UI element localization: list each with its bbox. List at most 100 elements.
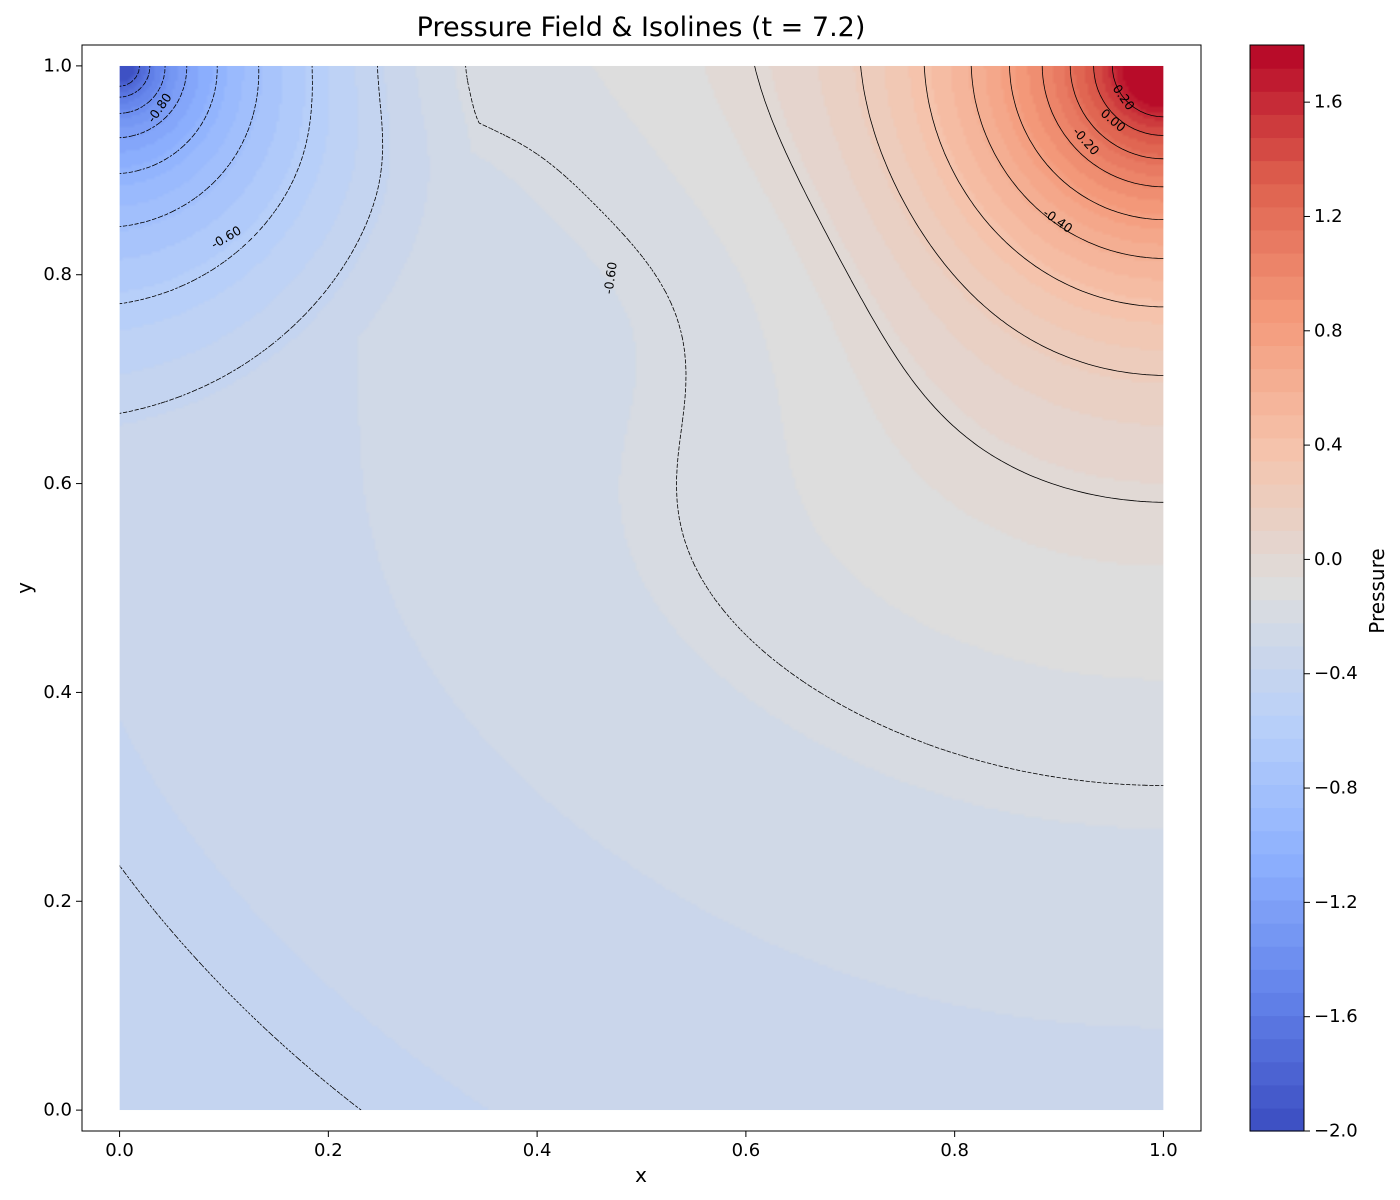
chart-title: Pressure Field & Isolines (t = 7.2) bbox=[417, 12, 866, 43]
colorbar-tick-label: −1.2 bbox=[1314, 892, 1358, 913]
colorbar-band bbox=[1250, 691, 1304, 716]
colorbar-tick-label: −1.6 bbox=[1314, 1006, 1358, 1027]
colorbar-band bbox=[1250, 784, 1304, 809]
y-tick-label: 0.8 bbox=[43, 264, 72, 285]
colorbar-band bbox=[1250, 68, 1304, 92]
x-tick-label: 1.0 bbox=[1149, 1140, 1178, 1161]
colorbar-band bbox=[1250, 923, 1304, 947]
x-axis-ticks: 0.0 0.2 0.4 0.6 0.8 1.0 bbox=[105, 1131, 1178, 1161]
colorbar-band bbox=[1250, 299, 1304, 323]
colorbar-band bbox=[1250, 969, 1304, 993]
x-tick-label: 0.8 bbox=[940, 1140, 969, 1161]
colorbar-tick-label: 0.4 bbox=[1314, 435, 1343, 456]
colorbar-band bbox=[1250, 1084, 1304, 1109]
colorbar-band bbox=[1250, 715, 1304, 739]
colorbar-band bbox=[1250, 645, 1304, 670]
pressure-field-image bbox=[119, 65, 1164, 1111]
colorbar-band bbox=[1250, 437, 1304, 462]
x-tick-label: 0.6 bbox=[732, 1140, 761, 1161]
y-tick-label: 0.4 bbox=[43, 682, 72, 703]
colorbar-band bbox=[1250, 1015, 1304, 1040]
isoline bbox=[970, 65, 1164, 259]
isoline bbox=[754, 65, 1164, 503]
colorbar-band bbox=[1250, 322, 1304, 346]
colorbar-ticks: −2.0 −1.6 −1.2 −0.8 −0.4 0.0 0.4 0.8 1.2 1.6 bbox=[1304, 92, 1358, 1142]
colorbar-tick-label: 1.6 bbox=[1314, 92, 1343, 113]
colorbar-band bbox=[1250, 460, 1304, 485]
colorbar-band bbox=[1250, 599, 1304, 624]
isoline bbox=[119, 65, 166, 114]
colorbar-band bbox=[1250, 183, 1304, 208]
colorbar-band bbox=[1250, 807, 1304, 832]
isoline bbox=[119, 65, 313, 305]
colorbar-band bbox=[1250, 345, 1304, 370]
colorbar-tick-label: 0.8 bbox=[1314, 320, 1343, 341]
colorbar-band bbox=[1250, 1107, 1304, 1132]
plot-frame bbox=[81, 44, 1202, 1132]
colorbar-band bbox=[1250, 368, 1304, 393]
colorbar-band bbox=[1250, 391, 1304, 416]
colorbar-frame bbox=[1249, 44, 1305, 1132]
colorbar-band bbox=[1250, 1061, 1304, 1086]
x-tick-label: 0.2 bbox=[314, 1140, 343, 1161]
colorbar-band bbox=[1250, 576, 1304, 601]
isoline-label: -0.60 bbox=[601, 261, 620, 295]
colorbar-band bbox=[1250, 160, 1304, 185]
y-tick-label: 0.0 bbox=[43, 1100, 72, 1121]
colorbar-band bbox=[1250, 622, 1304, 647]
colorbar-band bbox=[1250, 114, 1304, 139]
isoline bbox=[119, 65, 218, 174]
colorbar-band bbox=[1250, 229, 1304, 254]
isoline bbox=[860, 65, 1164, 376]
colorbar bbox=[1249, 44, 1305, 1132]
y-axis-label: y bbox=[12, 582, 36, 594]
isoline bbox=[465, 65, 1164, 786]
y-tick-label: 0.2 bbox=[43, 891, 72, 912]
colorbar-band bbox=[1250, 45, 1304, 69]
colorbar-band bbox=[1250, 206, 1304, 231]
colorbar-label: Pressure bbox=[1365, 548, 1389, 633]
colorbar-band bbox=[1250, 830, 1304, 855]
isoline bbox=[1041, 65, 1164, 188]
colorbar-band bbox=[1250, 414, 1304, 439]
isoline bbox=[923, 65, 1164, 308]
isoline bbox=[119, 65, 151, 98]
y-tick-label: 1.0 bbox=[43, 55, 72, 76]
isoline bbox=[1093, 65, 1164, 136]
colorbar-band bbox=[1250, 484, 1304, 508]
isoline bbox=[119, 65, 140, 87]
x-axis-label: x bbox=[635, 1163, 647, 1187]
colorbar-band bbox=[1250, 507, 1304, 531]
colorbar-tick-label: 1.2 bbox=[1314, 206, 1343, 227]
x-tick-label: 0.0 bbox=[105, 1140, 134, 1161]
colorbar-band bbox=[1250, 738, 1304, 762]
colorbar-tick-label: −0.8 bbox=[1314, 778, 1358, 799]
isoline bbox=[1111, 65, 1164, 118]
x-tick-label: 0.4 bbox=[523, 1140, 552, 1161]
isoline bbox=[1009, 65, 1164, 220]
colorbar-band bbox=[1250, 137, 1304, 162]
colorbar-band bbox=[1250, 668, 1304, 693]
isoline bbox=[119, 65, 188, 139]
colorbar-tick-label: −0.4 bbox=[1314, 663, 1358, 684]
isolines bbox=[119, 65, 1164, 1111]
colorbar-band bbox=[1250, 761, 1304, 786]
isoline bbox=[119, 65, 384, 1111]
colorbar-band bbox=[1250, 992, 1304, 1017]
y-tick-label: 0.6 bbox=[43, 473, 72, 494]
y-axis-ticks: 0.0 0.2 0.4 0.6 0.8 1.0 bbox=[43, 55, 82, 1121]
colorbar-band bbox=[1250, 876, 1304, 901]
colorbar-band bbox=[1250, 530, 1304, 554]
colorbar-band bbox=[1250, 946, 1304, 970]
isoline bbox=[119, 65, 260, 227]
colorbar-band bbox=[1250, 276, 1304, 300]
isoline bbox=[1069, 65, 1164, 160]
colorbar-tick-label: −2.0 bbox=[1314, 1121, 1358, 1142]
colorbar-band bbox=[1250, 553, 1304, 578]
pressure-field bbox=[119, 65, 1164, 1111]
colorbar-band bbox=[1250, 91, 1304, 115]
colorbar-band bbox=[1250, 252, 1304, 277]
colorbar-tick-label: 0.0 bbox=[1314, 549, 1343, 570]
colorbar-band bbox=[1250, 853, 1304, 878]
